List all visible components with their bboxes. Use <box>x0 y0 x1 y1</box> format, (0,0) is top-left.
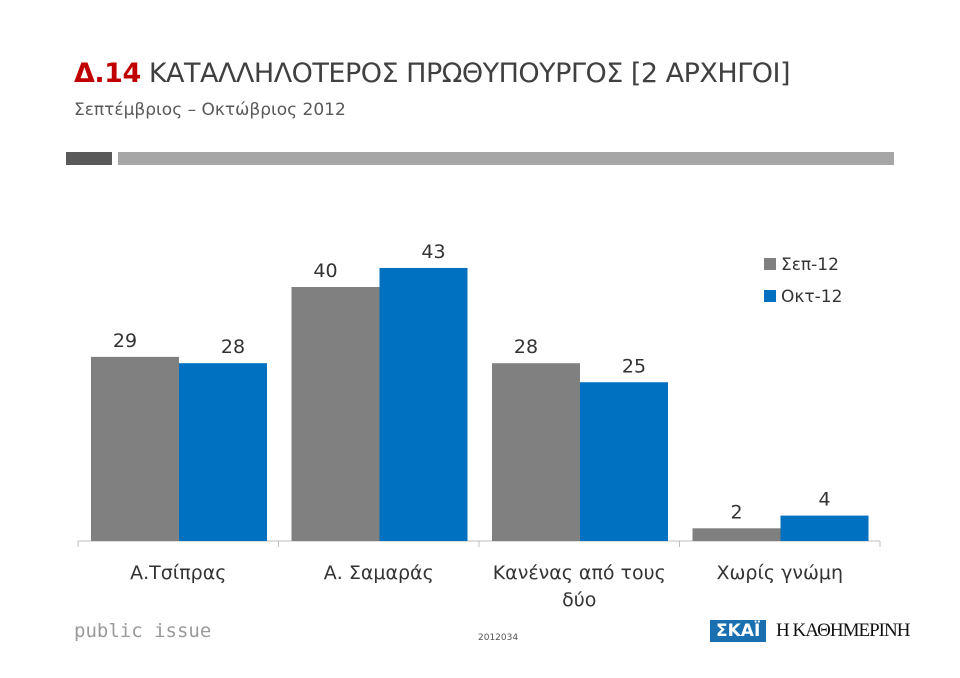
skai-logo: ΣΚΑΪ <box>710 620 767 642</box>
divider-dark <box>66 152 112 165</box>
data-label: 4 <box>818 489 830 511</box>
data-label: 40 <box>313 260 337 282</box>
kathimerini-logo: Η ΚΑΘΗΜΕΡΙΝΗ <box>776 620 910 641</box>
divider-light <box>118 152 894 165</box>
bar-Οκτ-12 <box>179 363 267 541</box>
report-code: 2012034 <box>478 633 519 643</box>
legend-label: Σεπ-12 <box>781 255 839 275</box>
public-issue-logo: public issue <box>74 620 212 642</box>
bar-Σεπ-12 <box>492 363 580 541</box>
category-label: Α.Τσίπρας <box>130 562 226 584</box>
bar-Οκτ-12 <box>580 382 668 541</box>
category-label: Χωρίς γνώμη <box>716 562 843 584</box>
legend-swatch <box>764 290 776 302</box>
data-label: 2 <box>730 501 742 523</box>
data-label: 43 <box>421 241 445 263</box>
title-number: Δ.14 <box>74 58 141 89</box>
bar-Σεπ-12 <box>291 287 380 541</box>
category-label: Α. Σαμαράς <box>324 562 434 584</box>
bar-Σεπ-12 <box>91 356 179 541</box>
data-label: 25 <box>622 355 646 377</box>
bar-Σεπ-12 <box>692 528 781 541</box>
title-text: ΚΑΤΑΛΛΗΛΟΤΕΡΟΣ ΠΡΩΘΥΠΟΥΡΓΟΣ [2 ΑΡΧΗΓΟΙ] <box>148 58 791 89</box>
data-label: 28 <box>514 336 538 358</box>
data-label: 29 <box>113 330 137 352</box>
data-label: 28 <box>221 336 245 358</box>
category-label: Κανένας από τους <box>493 562 666 584</box>
legend-label: Οκτ-12 <box>781 287 842 307</box>
bar-Οκτ-12 <box>780 515 869 541</box>
page-title: Δ.14 ΚΑΤΑΛΛΗΛΟΤΕΡΟΣ ΠΡΩΘΥΠΟΥΡΓΟΣ [2 ΑΡΧΗ… <box>74 58 791 89</box>
subtitle: Σεπτέμβριος – Οκτώβριος 2012 <box>74 100 346 120</box>
category-label: δύο <box>562 589 596 611</box>
bar-Οκτ-12 <box>379 267 468 541</box>
legend-swatch <box>764 258 776 270</box>
